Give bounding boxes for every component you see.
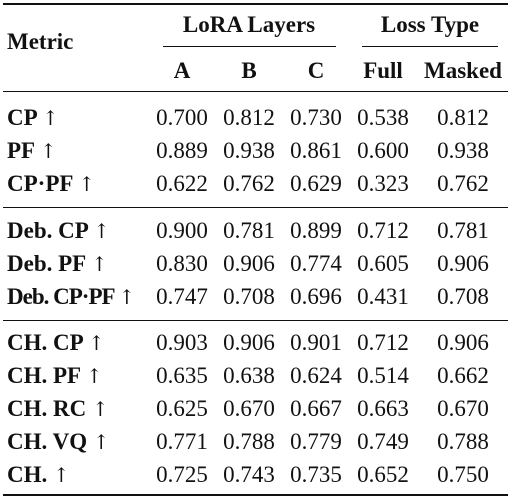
table-cell: 0.323: [357, 171, 409, 196]
table-cell: 0.906: [223, 330, 275, 355]
metric-label: Deb. CP·PF ↑: [7, 284, 135, 309]
up-arrow-icon: ↑: [92, 430, 110, 454]
up-arrow-icon: ↑: [86, 364, 103, 388]
table-cell: 0.663: [357, 396, 409, 421]
up-arrow-icon: ↑: [93, 219, 111, 243]
table-cell: 0.903: [156, 330, 208, 355]
table-cell: 0.743: [223, 462, 275, 487]
column-header-masked: Masked: [424, 58, 502, 83]
metric-label: CP ↑: [7, 105, 59, 130]
table-cell: 0.771: [156, 429, 208, 454]
header-bottom-rule: [3, 91, 508, 92]
table-cell: 0.906: [437, 251, 489, 276]
table-cell: 0.812: [437, 105, 489, 130]
table-cell: 0.779: [290, 429, 342, 454]
table-cell: 0.538: [357, 105, 409, 130]
table-cell: 0.667: [290, 396, 342, 421]
metric-label: CH. PF ↑: [7, 363, 103, 388]
table-cell: 0.906: [223, 251, 275, 276]
metric-label: PF ↑: [7, 138, 57, 163]
table-cell: 0.762: [223, 171, 275, 196]
table-bottom-rule: [3, 494, 508, 496]
table-cell: 0.812: [223, 105, 275, 130]
up-arrow-icon: ↑: [88, 331, 105, 355]
column-header-b: B: [241, 58, 257, 83]
up-arrow-icon: ↑: [78, 172, 96, 196]
table-cell: 0.788: [223, 429, 275, 454]
table-cell: 0.696: [290, 284, 342, 309]
table-cell: 0.762: [437, 171, 489, 196]
section-rule: [3, 320, 508, 321]
loss-group-rule: [362, 46, 498, 47]
table-cell: 0.781: [437, 218, 489, 243]
table-cell: 0.749: [357, 429, 409, 454]
table-cell: 0.899: [290, 218, 342, 243]
table-cell: 0.938: [437, 138, 489, 163]
table-cell: 0.700: [156, 105, 208, 130]
metric-label: Deb. PF ↑: [7, 251, 108, 276]
up-arrow-icon: ↑: [91, 252, 108, 276]
table-cell: 0.712: [357, 330, 409, 355]
table-cell: 0.750: [437, 462, 489, 487]
table-cell: 0.600: [357, 138, 409, 163]
lora-group-rule: [163, 46, 336, 47]
table-cell: 0.725: [156, 462, 208, 487]
table-cell: 0.900: [156, 218, 208, 243]
table-cell: 0.708: [223, 284, 275, 309]
table-cell: 0.889: [156, 138, 208, 163]
table-cell: 0.901: [290, 330, 342, 355]
metric-header: Metric: [7, 29, 74, 54]
table-cell: 0.629: [290, 171, 342, 196]
table-cell: 0.747: [156, 284, 208, 309]
table-top-rule: [3, 3, 508, 5]
table-cell: 0.861: [290, 138, 342, 163]
table-cell: 0.638: [223, 363, 275, 388]
table-cell: 0.830: [156, 251, 208, 276]
metric-label: CH. ↑: [7, 462, 70, 487]
metric-label: CP·PF ↑: [7, 171, 96, 196]
lora-layers-header: LoRA Layers: [182, 12, 316, 37]
table-cell: 0.635: [156, 363, 208, 388]
table-cell: 0.662: [437, 363, 489, 388]
table-cell: 0.605: [357, 251, 409, 276]
table-cell: 0.670: [437, 396, 489, 421]
up-arrow-icon: ↑: [91, 397, 109, 421]
table-cell: 0.622: [156, 171, 208, 196]
up-arrow-icon: ↑: [40, 139, 57, 163]
up-arrow-icon: ↑: [42, 106, 59, 130]
column-header-a: A: [173, 58, 191, 83]
table-cell: 0.624: [290, 363, 342, 388]
table-cell: 0.788: [437, 429, 489, 454]
table-cell: 0.670: [223, 396, 275, 421]
column-header-c: C: [307, 58, 325, 83]
table-cell: 0.712: [357, 218, 409, 243]
column-header-full: Full: [363, 58, 403, 83]
table-cell: 0.514: [357, 363, 409, 388]
table-cell: 0.708: [437, 284, 489, 309]
metric-label: CH. RC ↑: [7, 396, 109, 421]
metric-label: Deb. CP ↑: [7, 218, 111, 243]
table-cell: 0.938: [223, 138, 275, 163]
section-rule: [3, 207, 508, 208]
metric-label: CH. CP ↑: [7, 330, 105, 355]
table-cell: 0.730: [290, 105, 342, 130]
up-arrow-icon: ↑: [118, 285, 135, 309]
up-arrow-icon: ↑: [53, 463, 70, 487]
table-cell: 0.781: [223, 218, 275, 243]
loss-type-header: Loss Type: [380, 12, 480, 37]
table-cell: 0.431: [357, 284, 409, 309]
table-cell: 0.774: [290, 251, 342, 276]
table-cell: 0.735: [290, 462, 342, 487]
table-cell: 0.906: [437, 330, 489, 355]
table-cell: 0.625: [156, 396, 208, 421]
metric-label: CH. VQ ↑: [7, 429, 110, 454]
table-cell: 0.652: [357, 462, 409, 487]
